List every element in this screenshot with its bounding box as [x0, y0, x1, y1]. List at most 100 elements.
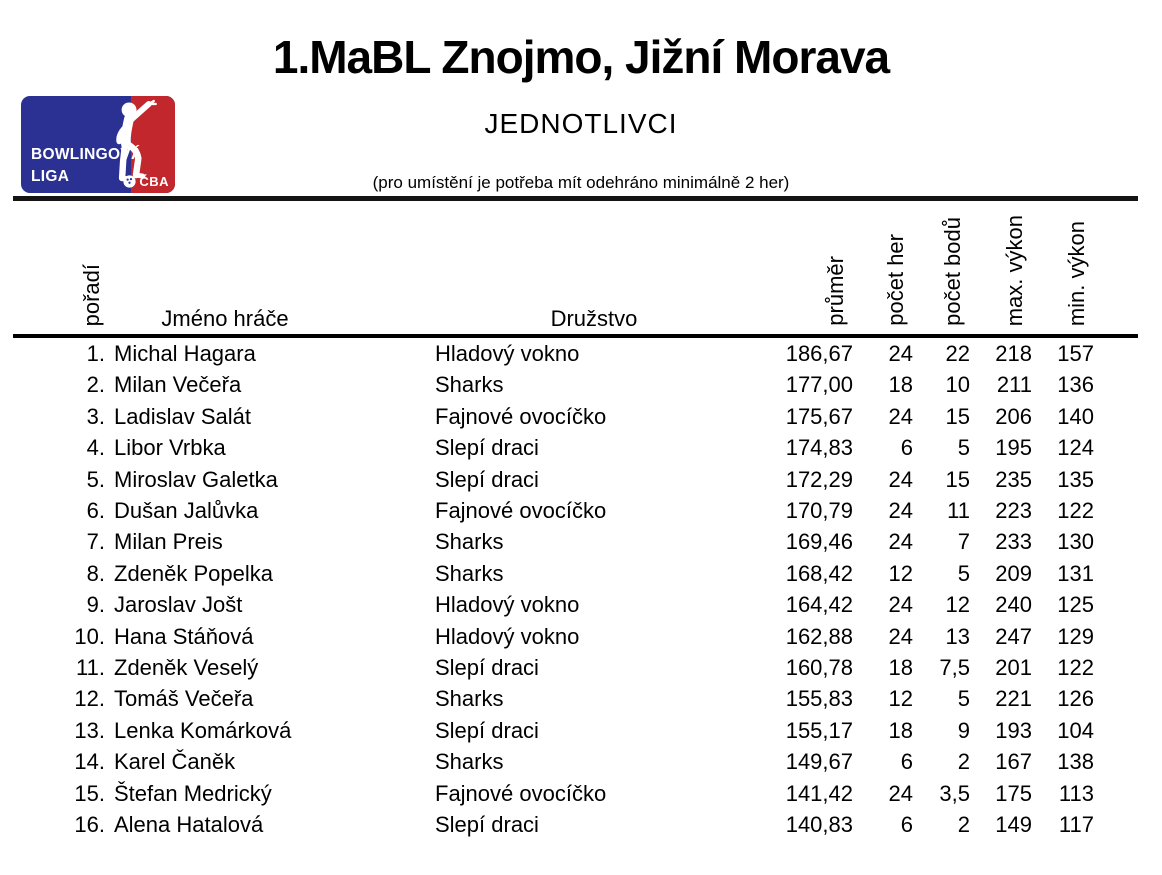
avg-cell: 169,46 [785, 529, 853, 555]
avg-cell: 141,42 [785, 780, 853, 806]
name-cell: Zdeněk Veselý [114, 655, 259, 681]
rank-cell: 3. [86, 403, 105, 429]
team-cell: Sharks [435, 560, 504, 586]
avg-cell: 149,67 [785, 749, 853, 775]
rank-cell: 8. [86, 560, 105, 586]
max-cell: 195 [995, 435, 1032, 461]
team-cell: Hladový vokno [435, 592, 580, 618]
spacer-cell [1094, 683, 1138, 714]
points-cell: 15 [945, 466, 970, 492]
avg-cell: 160,78 [785, 655, 853, 681]
max-cell: 209 [995, 560, 1032, 586]
col-header-points: počet bodů [913, 205, 970, 338]
points-cell: 7 [957, 529, 970, 555]
col-header-games: počet her [853, 205, 913, 338]
min-cell: 140 [1057, 403, 1094, 429]
avg-cell: 170,79 [785, 498, 853, 524]
name-cell: Zdeněk Popelka [114, 560, 273, 586]
games-cell: 24 [888, 498, 913, 524]
team-cell: Slepí draci [435, 435, 539, 461]
table-body: 1. Michal Hagara Hladový vokno 186,67 24 22 21… [13, 336, 1138, 841]
min-cell: 124 [1057, 435, 1094, 461]
team-cell: Hladový vokno [435, 341, 580, 366]
team-cell: Sharks [435, 372, 504, 398]
rank-cell: 6. [86, 498, 105, 524]
games-cell: 24 [888, 466, 913, 492]
points-cell: 11 [947, 498, 970, 524]
min-cell: 136 [1057, 372, 1094, 398]
col-header-max: max. výkon [970, 205, 1032, 338]
spacer-cell [1094, 464, 1138, 495]
league-logo: BOWLINGOVÁ LIGA ČBA [21, 96, 175, 193]
games-cell: 6 [900, 749, 913, 775]
min-cell: 157 [1057, 341, 1094, 366]
table-row: 4. Libor Vrbka Slepí draci 174,83 6 5 195 124 [13, 432, 1138, 463]
section-subtitle: JEDNOTLIVCI [484, 108, 678, 139]
col-header-avg: průměr [758, 205, 853, 338]
avg-cell: 172,29 [785, 466, 853, 492]
games-cell: 18 [888, 372, 913, 398]
spacer-cell [1094, 746, 1138, 777]
games-cell: 24 [888, 623, 913, 649]
games-cell: 24 [888, 592, 913, 618]
avg-cell: 175,67 [785, 403, 853, 429]
col-header-min: min. výkon [1032, 205, 1094, 338]
name-cell: Lenka Komárková [114, 717, 292, 743]
points-cell: 5 [957, 686, 970, 712]
avg-cell: 186,67 [785, 341, 853, 366]
qualification-note: (pro umístění je potřeba mít odehráno mi… [372, 173, 790, 192]
name-cell: Hana Stáňová [114, 623, 254, 649]
name-cell: Milan Preis [114, 529, 223, 555]
min-cell: 129 [1057, 623, 1094, 649]
team-cell: Fajnové ovocíčko [435, 403, 607, 429]
table-row: 1. Michal Hagara Hladový vokno 186,67 24 22 21… [13, 336, 1138, 369]
avg-cell: 140,83 [785, 812, 853, 838]
rank-cell: 4. [86, 435, 105, 461]
name-cell: Štefan Medrický [114, 780, 272, 806]
max-cell: 240 [995, 592, 1032, 618]
min-cell: 122 [1057, 655, 1094, 681]
spacer-cell [1094, 778, 1138, 809]
games-cell: 6 [900, 812, 913, 838]
rank-cell: 10. [74, 623, 105, 649]
spacer-cell [1094, 401, 1138, 432]
name-cell: Libor Vrbka [114, 435, 226, 461]
name-cell: Jaroslav Jošt [114, 592, 243, 618]
games-cell: 12 [888, 560, 913, 586]
name-cell: Dušan Jalůvka [114, 498, 259, 524]
cba-badge: ČBA [123, 174, 169, 189]
max-cell: 175 [995, 780, 1032, 806]
avg-cell: 155,83 [785, 686, 853, 712]
points-cell: 2 [957, 812, 970, 838]
team-cell: Sharks [435, 749, 504, 775]
avg-cell: 168,42 [785, 560, 853, 586]
min-cell: 138 [1057, 749, 1094, 775]
name-cell: Ladislav Salát [114, 403, 251, 429]
spacer-cell [1094, 369, 1138, 400]
rank-cell: 1. [86, 341, 105, 366]
min-cell: 126 [1057, 686, 1094, 712]
min-cell: 122 [1057, 498, 1094, 524]
points-cell: 10 [945, 372, 970, 398]
games-cell: 18 [888, 655, 913, 681]
team-cell: Sharks [435, 529, 504, 555]
points-cell: 9 [957, 717, 970, 743]
max-cell: 233 [995, 529, 1032, 555]
table-row: 15. Štefan Medrický Fajnové ovocíčko 141,42… [13, 778, 1138, 809]
points-cell: 15 [945, 403, 970, 429]
points-cell: 7,5 [939, 655, 970, 681]
avg-cell: 164,42 [785, 592, 853, 618]
spacer-cell [1094, 715, 1138, 746]
table-row: 8. Zdeněk Popelka Sharks 168,42 12 5 209 131 [13, 558, 1138, 589]
spacer-cell [1094, 589, 1138, 620]
spacer-cell [1094, 652, 1138, 683]
max-cell: 235 [995, 466, 1032, 492]
max-cell: 193 [995, 717, 1032, 743]
min-cell: 117 [1058, 812, 1094, 838]
standings-table: pořadí Jméno hráče Družstvo průměr počet… [13, 205, 1138, 841]
standings-table-wrap: pořadí Jméno hráče Družstvo průměr počet… [13, 205, 1138, 841]
team-cell: Sharks [435, 686, 504, 712]
min-cell: 130 [1057, 529, 1094, 555]
rank-cell: 16. [74, 812, 105, 838]
